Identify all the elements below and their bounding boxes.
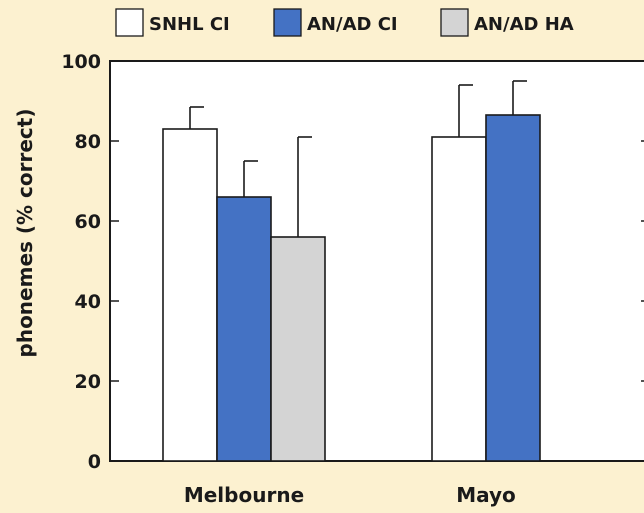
legend-item: AN/AD HA [440, 8, 574, 37]
legend-item: AN/AD CI [273, 8, 398, 37]
y-tick-label: 80 [75, 131, 101, 153]
legend-item: SNHL CI [115, 8, 230, 37]
y-tick-label: 0 [88, 451, 101, 473]
y-tick-label: 40 [75, 291, 101, 313]
y-tick-label: 100 [61, 51, 101, 73]
y-axis-label: phonemes (% correct) [13, 109, 37, 358]
y-tick-label: 20 [75, 371, 101, 393]
x-tick-label: Melbourne [184, 483, 304, 507]
x-axis: Melbourne Mayo [184, 483, 516, 507]
x-tick-label: Mayo [456, 483, 516, 507]
legend-swatch [440, 8, 469, 37]
bar-group-mayo [431, 80, 541, 462]
bar [216, 196, 272, 462]
legend-label: AN/AD CI [307, 14, 398, 35]
bar [162, 128, 218, 462]
legend-swatch [115, 8, 144, 37]
bars [162, 80, 541, 462]
legend: SNHL CI AN/AD CI AN/AD HA [115, 8, 574, 37]
bar [431, 136, 487, 462]
bar-group-melbourne [162, 106, 326, 462]
y-tick-label: 60 [75, 211, 101, 233]
legend-label: SNHL CI [149, 14, 230, 35]
legend-label: AN/AD HA [474, 14, 574, 35]
bar [270, 236, 326, 462]
y-axis: 0 20 40 60 80 100 [61, 51, 644, 473]
bar [485, 114, 541, 462]
legend-swatch [273, 8, 302, 37]
